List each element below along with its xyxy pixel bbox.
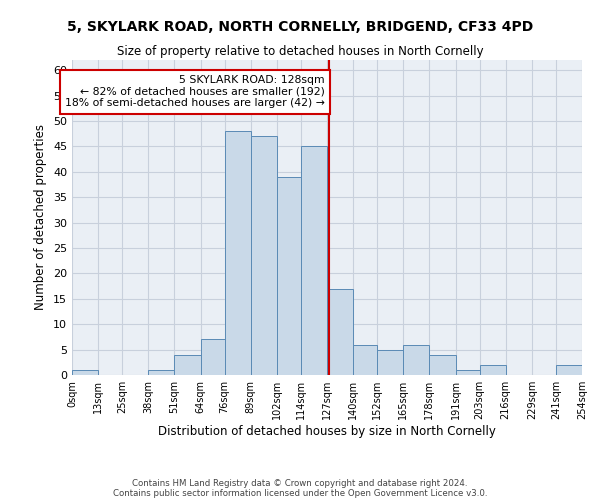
Text: Contains public sector information licensed under the Open Government Licence v3: Contains public sector information licen… [113,488,487,498]
Bar [327,288,353,375]
Y-axis label: Number of detached properties: Number of detached properties [34,124,47,310]
Bar [224,131,251,375]
Bar [353,344,377,375]
X-axis label: Distribution of detached houses by size in North Cornelly: Distribution of detached houses by size … [158,425,496,438]
Bar [72,370,98,375]
Bar [377,350,403,375]
Bar [301,146,327,375]
Bar [556,365,582,375]
Bar [403,344,430,375]
Bar [175,354,200,375]
Text: Contains HM Land Registry data © Crown copyright and database right 2024.: Contains HM Land Registry data © Crown c… [132,478,468,488]
Bar [277,177,301,375]
Text: 5, SKYLARK ROAD, NORTH CORNELLY, BRIDGEND, CF33 4PD: 5, SKYLARK ROAD, NORTH CORNELLY, BRIDGEN… [67,20,533,34]
Text: Size of property relative to detached houses in North Cornelly: Size of property relative to detached ho… [116,45,484,58]
Bar [200,340,224,375]
Bar [455,370,479,375]
Bar [148,370,175,375]
Bar [430,354,455,375]
Text: 5 SKYLARK ROAD: 128sqm
← 82% of detached houses are smaller (192)
18% of semi-de: 5 SKYLARK ROAD: 128sqm ← 82% of detached… [65,75,325,108]
Bar [251,136,277,375]
Bar [479,365,506,375]
